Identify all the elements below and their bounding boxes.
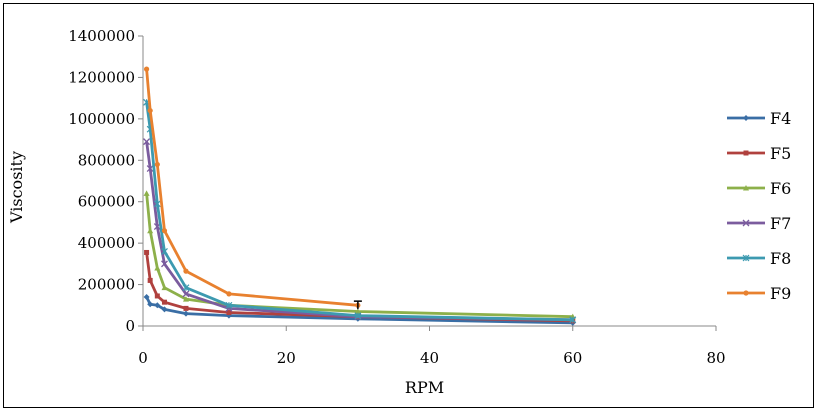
data-point-f7 [161,260,168,268]
y-tick-label: 0 [125,317,135,335]
data-point-f6 [161,284,168,291]
data-point-f8 [569,316,577,324]
data-point-f8 [225,301,233,309]
data-point-f6 [154,265,161,271]
y-tick-label: 1000000 [68,110,135,128]
data-point-f9 [154,161,160,168]
data-point-f9 [183,268,189,274]
data-point-f5 [147,277,153,283]
data-point-f9 [226,291,232,297]
x-axis-title: RPM [405,378,444,397]
data-point-f8 [161,248,168,255]
legend-marker-f7 [742,219,750,227]
x-tick-label: 40 [420,349,439,367]
y-tick-label: 800000 [78,151,135,169]
data-point-f5 [226,310,232,316]
data-point-f5 [183,305,189,311]
legend-label-f5: F5 [770,144,791,163]
data-point-f8 [153,200,161,208]
series-f9 [143,66,361,308]
y-tick-label: 600000 [78,193,135,211]
legend-item-f4: F4 [727,109,791,128]
data-point-f5 [144,249,150,255]
data-point-f7 [146,165,154,173]
data-point-f5 [154,293,160,299]
data-point-f7 [182,290,190,298]
legend-item-f5: F5 [727,144,791,163]
legend-item-f9: F9 [727,284,791,303]
x-tick-label: 0 [138,349,148,367]
data-point-f4 [143,294,150,300]
data-point-f4 [161,306,168,313]
plot-area [143,66,577,326]
data-point-f4 [154,302,161,309]
y-tick-label: 1200000 [68,68,135,86]
y-axis-title: Viscosity [7,151,26,224]
data-point-f7 [143,138,151,146]
legend-item-f6: F6 [727,179,791,198]
legend-marker-f9 [743,290,749,296]
y-tick-label: 400000 [78,234,135,252]
y-tick-label: 1400000 [68,27,135,45]
axes: 0 200000 400000 600000 800000 1000000 1200000 1… [68,27,725,367]
legend-marker-f8 [742,254,750,262]
chart-frame [3,3,814,408]
series-f7 [143,138,577,324]
data-point-f9 [143,66,150,72]
legend-marker-f5 [743,150,749,156]
legend-label-f8: F8 [770,249,791,268]
data-point-f4 [182,310,189,317]
x-tick-label: 60 [563,349,582,367]
x-tick-label: 80 [706,349,725,367]
data-point-f6 [182,296,189,302]
legend-item-f8: F8 [727,249,791,268]
legend-label-f7: F7 [770,214,791,233]
legend-label-f9: F9 [770,284,791,303]
data-point-f9 [147,107,153,114]
legend-marker-f6 [743,185,749,191]
legend-marker-f4 [743,115,749,121]
data-point-f6 [354,308,361,314]
data-point-f5 [161,299,167,305]
data-point-f9 [161,228,168,234]
series-line-f9 [145,68,359,307]
data-point-f4 [147,301,154,308]
legend-label-f4: F4 [770,109,791,128]
data-point-f8 [182,284,190,292]
data-point-f6 [143,190,150,196]
y-tick-label: 200000 [78,276,135,294]
legend: F4 F5 F6 F7 F8 F9 [727,109,791,303]
x-tick-label: 20 [277,349,296,367]
series-line-f6 [145,193,573,319]
legend-item-f7: F7 [727,214,791,233]
series-line-f7 [145,141,573,322]
series-f6 [143,190,576,320]
data-point-f6 [147,227,154,234]
series-f8 [143,98,577,324]
legend-label-f6: F6 [770,179,791,198]
series-line-f8 [145,102,573,322]
data-point-f8 [354,312,362,320]
error-bar [353,300,362,310]
